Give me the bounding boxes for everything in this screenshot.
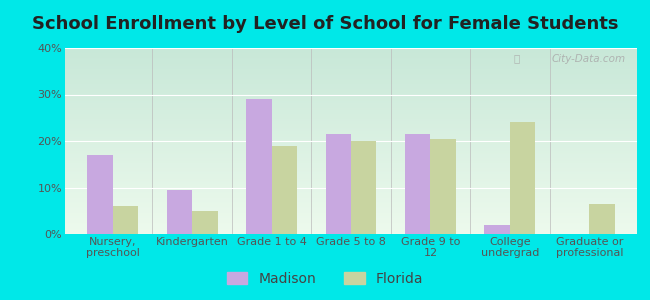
Bar [430, 139, 456, 234]
Bar [484, 225, 510, 234]
Bar [405, 134, 430, 234]
Text: School Enrollment by Level of School for Female Students: School Enrollment by Level of School for… [32, 15, 618, 33]
Bar [590, 204, 615, 234]
Bar [112, 206, 138, 234]
Bar [351, 141, 376, 234]
Bar [246, 99, 272, 234]
Legend: Madison, Florida: Madison, Florida [222, 268, 428, 290]
Bar [87, 155, 112, 234]
Text: City-Data.com: City-Data.com [551, 54, 625, 64]
Text: ⓘ: ⓘ [514, 54, 520, 64]
Bar [192, 211, 218, 234]
Bar [510, 122, 536, 234]
Bar [326, 134, 351, 234]
Bar [166, 190, 192, 234]
Bar [272, 146, 297, 234]
